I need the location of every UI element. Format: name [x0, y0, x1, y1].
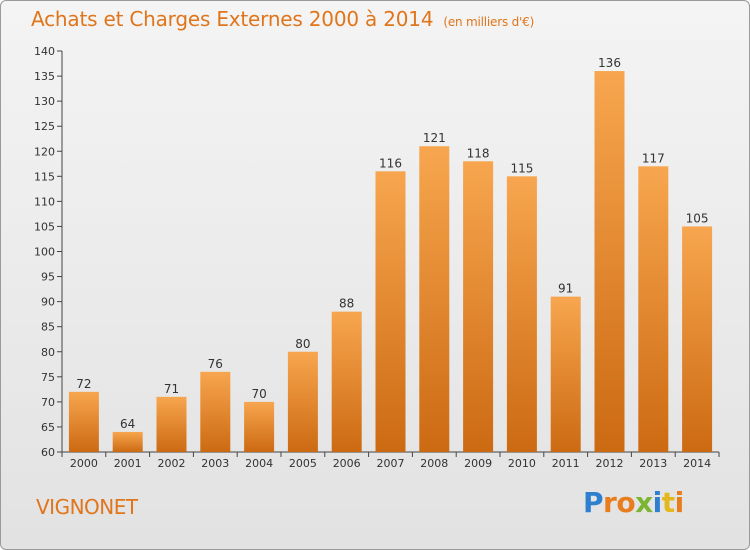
x-tick-label: 2007 [377, 457, 405, 470]
x-tick-label: 2009 [464, 457, 492, 470]
y-tick-label: 125 [34, 120, 55, 133]
bar [463, 161, 494, 452]
bar [200, 371, 231, 452]
logo-letter: r [603, 486, 617, 519]
y-tick-label: 105 [34, 220, 55, 233]
title-text: Achats et Charges Externes 2000 à 2014 [31, 7, 434, 31]
bar-value-label: 76 [208, 357, 223, 371]
bar-value-label: 115 [510, 161, 533, 175]
y-tick-label: 110 [34, 195, 55, 208]
y-tick-label: 90 [41, 296, 55, 309]
logo-letter: t [661, 486, 675, 519]
y-tick-label: 95 [41, 271, 55, 284]
bar [112, 431, 143, 452]
logo-letter: i [674, 486, 685, 519]
chart-title: Achats et Charges Externes 2000 à 2014 (e… [31, 7, 534, 31]
x-tick-label: 2014 [683, 457, 711, 470]
bar [287, 351, 318, 452]
bar-value-label: 64 [120, 417, 135, 431]
y-tick-label: 100 [34, 246, 55, 259]
bar-value-label: 88 [339, 297, 354, 311]
x-tick-label: 2003 [201, 457, 229, 470]
bar-value-label: 117 [642, 151, 665, 165]
bar-value-label: 71 [164, 382, 179, 396]
title-unit: (en milliers d'€) [443, 15, 535, 29]
bar-value-label: 72 [76, 377, 91, 391]
bar-value-label: 121 [423, 131, 446, 145]
commune-name: VIGNONET [36, 495, 138, 519]
bar [419, 146, 450, 453]
bar [375, 171, 406, 453]
bar-value-label: 116 [379, 156, 402, 170]
y-tick-label: 75 [41, 371, 55, 384]
logo-letter: P [583, 486, 604, 519]
x-tick-label: 2004 [245, 457, 273, 470]
bar [244, 401, 275, 452]
x-tick-label: 2006 [333, 457, 361, 470]
bar-value-label: 70 [251, 387, 266, 401]
y-tick-label: 135 [34, 70, 55, 83]
bar-value-label: 105 [686, 211, 709, 225]
x-tick-label: 2001 [114, 457, 142, 470]
x-tick-label: 2000 [70, 457, 98, 470]
y-tick-label: 80 [41, 346, 55, 359]
bar-value-label: 118 [467, 146, 490, 160]
x-tick-label: 2008 [420, 457, 448, 470]
logo-letter: x [635, 486, 653, 519]
y-tick-label: 65 [41, 421, 55, 434]
y-tick-label: 120 [34, 145, 55, 158]
y-tick-label: 60 [41, 446, 55, 459]
x-tick-label: 2002 [158, 457, 186, 470]
bar [331, 311, 362, 452]
bar [550, 296, 581, 452]
bar [506, 176, 537, 452]
bar [638, 166, 669, 452]
proxiti-logo: Proxiti [583, 489, 684, 517]
y-tick-label: 70 [41, 396, 55, 409]
bar-value-label: 136 [598, 56, 621, 70]
bar-value-label: 91 [558, 282, 573, 296]
bar [68, 391, 99, 452]
y-tick-label: 85 [41, 321, 55, 334]
bar [594, 71, 625, 453]
x-tick-label: 2012 [596, 457, 624, 470]
y-tick-label: 140 [34, 45, 55, 58]
y-tick-label: 115 [34, 170, 55, 183]
x-tick-label: 2013 [639, 457, 667, 470]
bar-value-label: 80 [295, 337, 310, 351]
logo-letter: i [652, 486, 663, 519]
y-tick-label: 130 [34, 95, 55, 108]
x-tick-label: 2005 [289, 457, 317, 470]
logo-letter: o [616, 486, 636, 519]
x-tick-label: 2010 [508, 457, 536, 470]
x-tick-label: 2011 [552, 457, 580, 470]
bar [156, 396, 187, 452]
bar [682, 226, 713, 452]
